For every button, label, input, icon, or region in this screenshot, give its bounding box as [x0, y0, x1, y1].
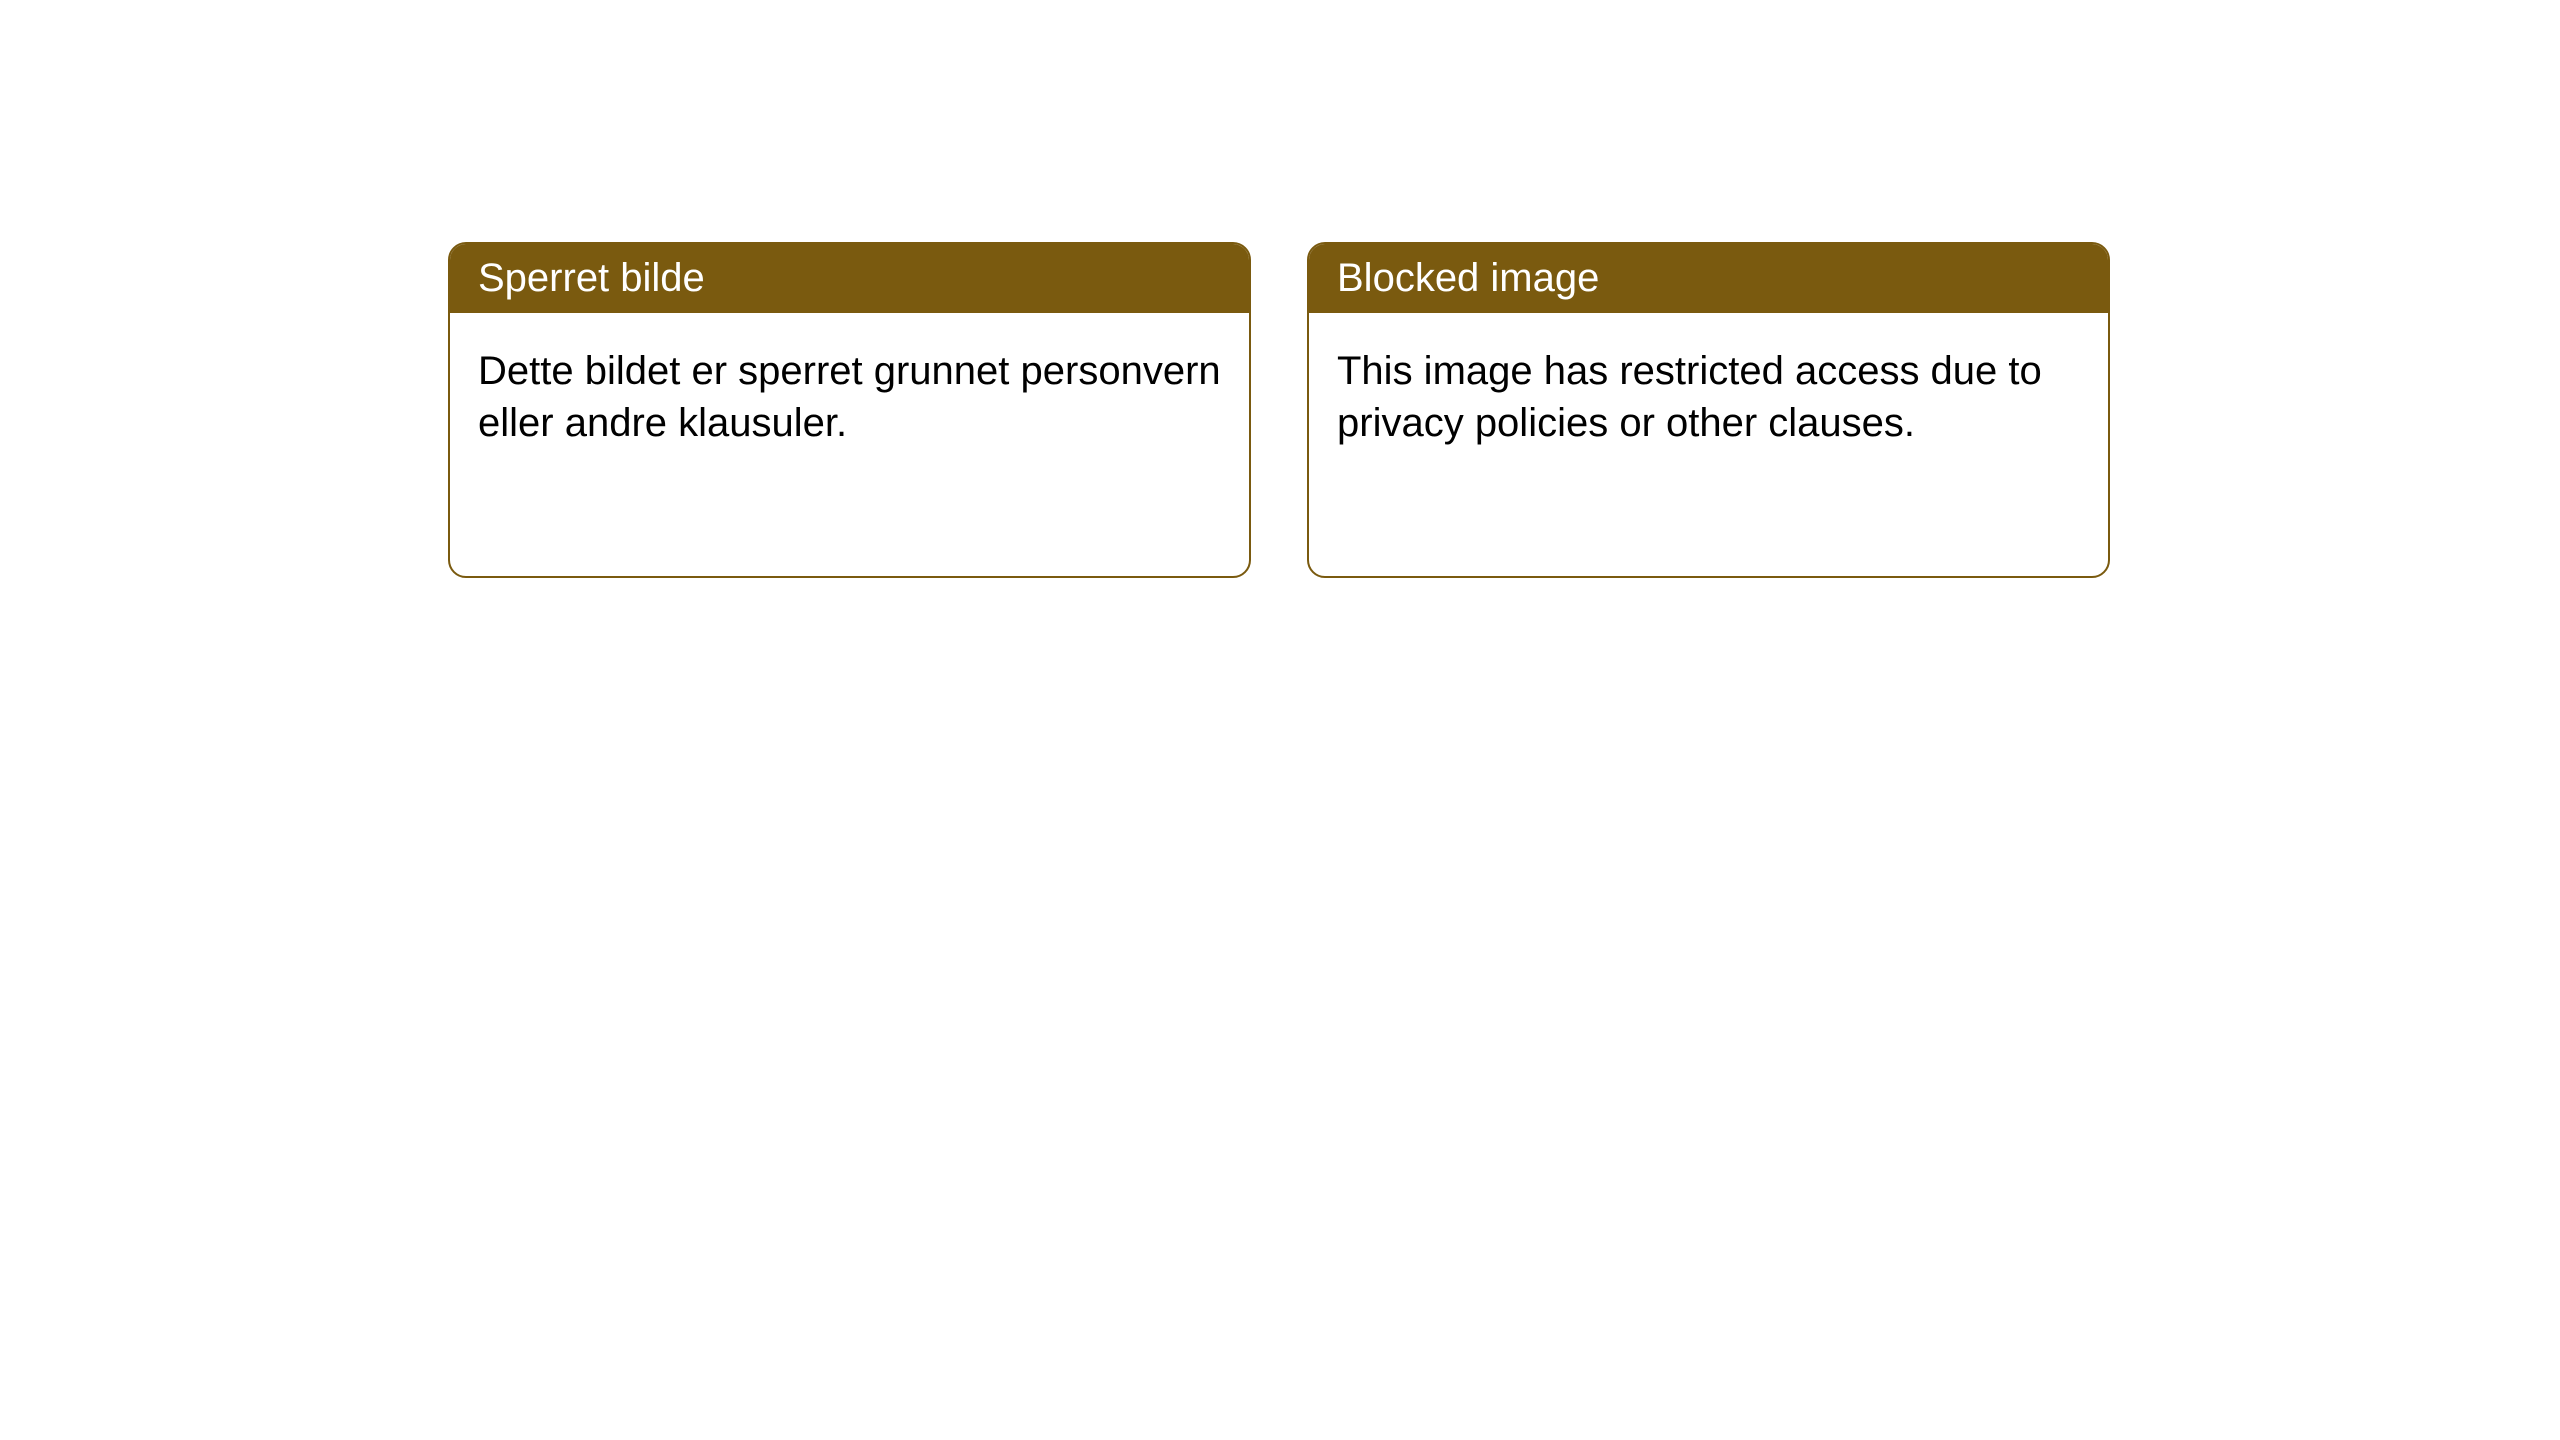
notice-body-norwegian: Dette bildet er sperret grunnet personve…	[450, 313, 1249, 481]
notice-card-english: Blocked image This image has restricted …	[1307, 242, 2110, 578]
notice-title-english: Blocked image	[1309, 244, 2108, 313]
notice-card-norwegian: Sperret bilde Dette bildet er sperret gr…	[448, 242, 1251, 578]
notice-body-english: This image has restricted access due to …	[1309, 313, 2108, 481]
notice-container: Sperret bilde Dette bildet er sperret gr…	[0, 0, 2560, 578]
notice-title-norwegian: Sperret bilde	[450, 244, 1249, 313]
